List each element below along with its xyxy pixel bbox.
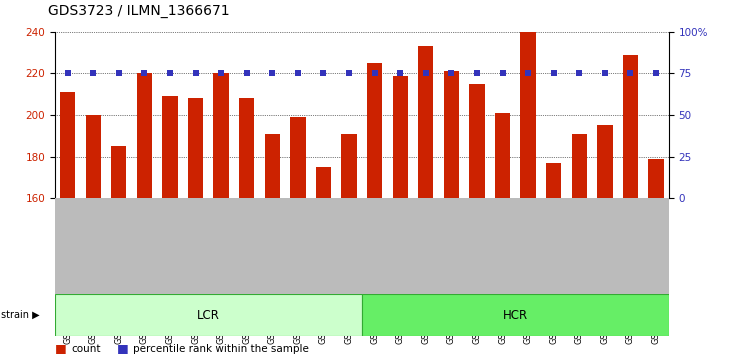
Bar [362,294,669,336]
Point [650,70,662,76]
Text: count: count [71,344,100,354]
Bar [60,92,75,198]
Point [420,70,431,76]
Bar [341,134,357,198]
Bar [444,72,459,198]
Bar [290,117,306,198]
Bar [469,84,485,198]
Text: percentile rank within the sample: percentile rank within the sample [133,344,309,354]
Point [61,70,73,76]
Bar [546,163,561,198]
Bar [648,159,664,198]
Point [471,70,482,76]
Point [496,70,508,76]
Point [189,70,201,76]
Point [292,70,303,76]
Bar [520,32,536,198]
Bar [623,55,638,198]
Bar [393,75,408,198]
Point [394,70,406,76]
Bar [55,294,362,336]
Bar [162,96,178,198]
Bar [137,73,152,198]
Text: GDS3723 / ILMN_1366671: GDS3723 / ILMN_1366671 [48,4,229,18]
Bar [367,63,382,198]
Text: ■: ■ [55,342,67,354]
Point [624,70,636,76]
Bar [597,125,613,198]
Point [266,70,278,76]
Point [368,70,380,76]
Bar [316,167,331,198]
Point [138,70,150,76]
Point [343,70,355,76]
Text: LCR: LCR [197,309,220,321]
Bar [111,146,126,198]
Point [87,70,99,76]
Point [522,70,534,76]
Text: strain ▶: strain ▶ [1,310,40,320]
Point [215,70,227,76]
Bar [213,73,229,198]
Point [317,70,329,76]
Point [599,70,610,76]
Point [445,70,458,76]
Text: ■: ■ [117,342,129,354]
Point [240,70,253,76]
Bar [418,46,433,198]
Point [113,70,124,76]
Bar [495,113,510,198]
Bar [572,134,587,198]
Point [164,70,175,76]
Text: HCR: HCR [503,309,528,321]
Bar [188,98,203,198]
Bar [239,98,254,198]
Bar [265,134,280,198]
Point [548,70,559,76]
Bar [86,115,101,198]
Point [573,70,585,76]
